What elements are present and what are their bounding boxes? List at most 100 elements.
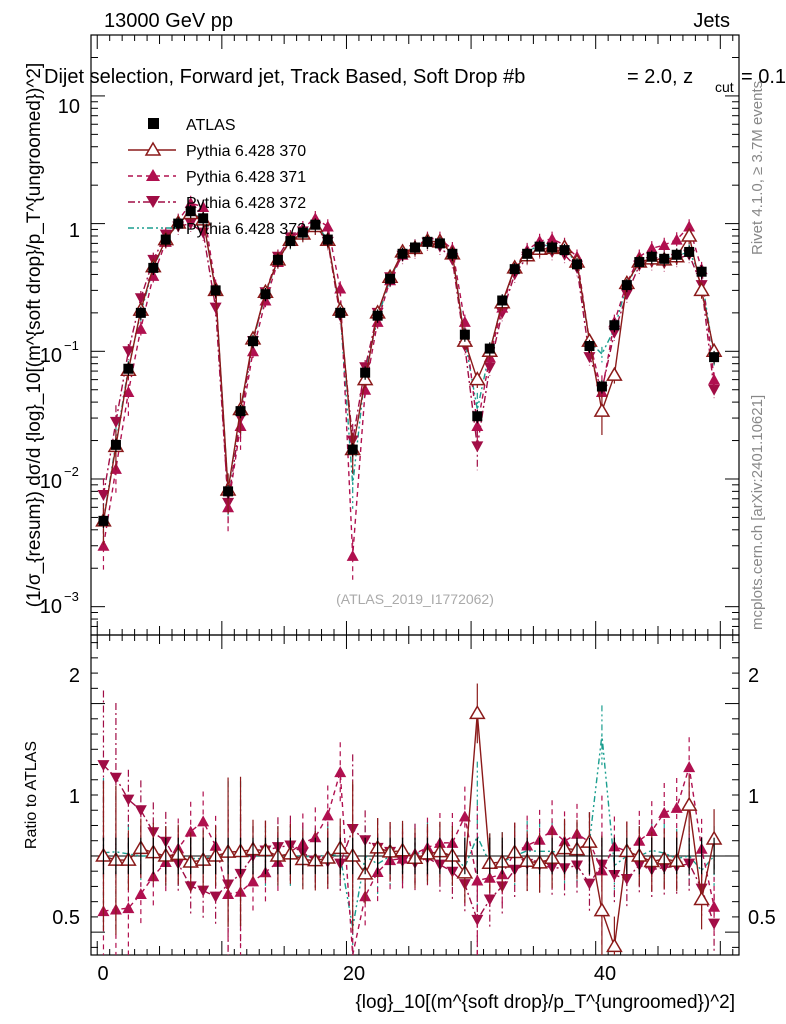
series-0-point (98, 515, 109, 526)
series-3-ratio-point (122, 794, 135, 806)
legend-label: Pythia 6.428 373 (186, 221, 306, 238)
legend-entry-371: Pythia 6.428 371 (128, 169, 306, 186)
series-0-point (684, 246, 695, 257)
series-2-point (184, 197, 197, 209)
series-3-point (209, 302, 222, 314)
series-0-point (135, 307, 146, 318)
series-3-point (708, 384, 721, 396)
series-0-point (297, 227, 308, 238)
legend-entry-370: Pythia 6.428 370 (128, 141, 306, 160)
legend-label: Pythia 6.428 372 (186, 195, 306, 212)
series-3-ratio-point (483, 894, 496, 906)
series-2-point (546, 232, 559, 244)
series-0-point (235, 406, 246, 417)
legend: ATLAS Pythia 6.428 370 Pythia 6.428 371 … (128, 117, 306, 238)
main-series (95, 195, 723, 580)
series-0-point (572, 259, 582, 270)
series-0-point (360, 367, 371, 378)
header-left-label: 13000 GeV pp (104, 10, 233, 32)
series-0-point (347, 444, 358, 455)
main-ytick-exp: −2 (64, 464, 79, 479)
series-0-point (397, 248, 408, 259)
series-0-point (484, 343, 495, 354)
series-3-point (620, 289, 633, 301)
ratio-axes (91, 635, 739, 955)
series-4-ratio-line (103, 735, 715, 928)
series-1-ratio-point (693, 891, 710, 906)
series-1-point (680, 227, 698, 242)
series-2-ratio-point (197, 815, 210, 827)
series-0-point (385, 273, 396, 284)
ratio-ytick-labels: 2 1 0.5 2 1 0.5 (52, 665, 776, 929)
series-0-point (646, 251, 657, 262)
series-0-point (372, 310, 383, 321)
ratio-ytick-label-right: 0.5 (748, 907, 776, 929)
series-0-point (472, 411, 483, 422)
ratio-ylabel: Ratio to ATLAS (23, 741, 40, 849)
series-0-point (123, 363, 134, 374)
ratio-plot-frame (90, 634, 740, 956)
series-3-point (134, 293, 147, 305)
series-0-point (198, 213, 209, 224)
series-0-point (671, 249, 682, 260)
series-0-point (696, 266, 707, 277)
series-1-ratio-point (593, 902, 611, 917)
series-2-ratio-point (658, 806, 671, 818)
series-0-point (173, 218, 184, 229)
xtick-label: 0 (97, 963, 108, 985)
series-3-point (608, 327, 621, 339)
series-4-line (102, 211, 715, 520)
main-ytick-label: 10 (40, 471, 62, 493)
plot-title-zcut-sub: cut (715, 79, 734, 95)
main-ylabel: (1/σ_{resum}) dσ/d {log}_10[(m^{soft dro… (24, 63, 45, 608)
main-ytick-exp: −3 (64, 589, 79, 604)
legend-marker-triangle-down (146, 196, 160, 208)
series-2-ratio-point (458, 810, 471, 822)
series-0-point (434, 238, 445, 249)
series-2-ratio-point (134, 888, 147, 900)
series-1-point (469, 371, 486, 386)
ratio-ytick-label: 2 (69, 665, 80, 687)
series-2-ratio-point (683, 761, 696, 773)
series-0-point (248, 336, 258, 347)
series-1-point (606, 366, 623, 381)
series-2-ratio-point (122, 902, 135, 914)
series-2-point (197, 200, 210, 212)
series-2-point (122, 385, 135, 397)
series-3-ratio-line (103, 764, 715, 924)
legend-marker-triangle-up (146, 169, 160, 181)
plot-title: Dijet selection, Forward jet, Track Base… (44, 66, 786, 95)
series-2-point (658, 238, 671, 250)
series-0-point (210, 285, 221, 296)
series-3-line (102, 222, 715, 504)
series-2-ratio-point (645, 825, 658, 837)
xtick-label: 40 (594, 963, 616, 985)
xtick-labels: 0 20 40 (97, 963, 616, 985)
series-0-point (709, 352, 720, 363)
side-mcplots-label: mcplots.cern.ch [arXiv:2401.10621] (749, 395, 766, 630)
series-0-point (185, 206, 196, 217)
series-2-point (645, 242, 658, 254)
xtick-label: 20 (343, 963, 365, 985)
legend-entry-373: Pythia 6.428 373 (128, 221, 306, 238)
main-axes (91, 34, 739, 636)
series-3-point (122, 346, 135, 358)
series-3-ratio-point (583, 878, 596, 890)
series-2-ratio-point (184, 825, 197, 837)
ratio-ytick-label-right: 1 (748, 786, 759, 808)
series-1-point (593, 402, 611, 417)
series-3-point (483, 362, 496, 374)
x-axis-label: {log}_10[(m^{soft drop}/p_T^{ungroomed})… (355, 992, 735, 1013)
series-2-point (97, 539, 110, 551)
legend-marker-triangle-open (144, 141, 162, 156)
series-0-point (534, 241, 545, 252)
legend-label: Pythia 6.428 371 (186, 169, 306, 186)
side-rivet-label: Rivet 4.1.0, ≥ 3.7M events (749, 81, 766, 255)
series-1-point (693, 281, 710, 297)
series-0-point (148, 262, 159, 273)
series-0-point (447, 248, 458, 259)
main-ytick-label: 10 (40, 345, 62, 367)
series-0-point (547, 242, 558, 253)
series-0-point (310, 219, 321, 230)
ratio-ytick-label: 1 (69, 786, 80, 808)
